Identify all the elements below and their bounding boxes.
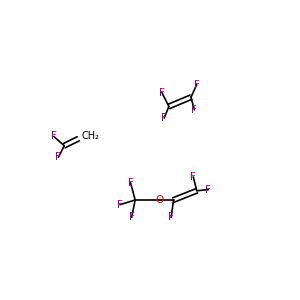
Text: F: F [51,131,57,142]
Text: F: F [194,80,200,89]
Text: F: F [129,212,135,222]
Text: F: F [161,113,167,123]
Text: CH₂: CH₂ [82,131,100,142]
Text: F: F [190,172,196,182]
Text: F: F [117,200,123,210]
Text: O: O [155,195,164,205]
Text: F: F [159,88,165,98]
Text: F: F [56,152,62,162]
Text: F: F [128,178,134,188]
Text: F: F [191,105,197,115]
Text: F: F [206,184,211,195]
Text: F: F [168,212,174,222]
